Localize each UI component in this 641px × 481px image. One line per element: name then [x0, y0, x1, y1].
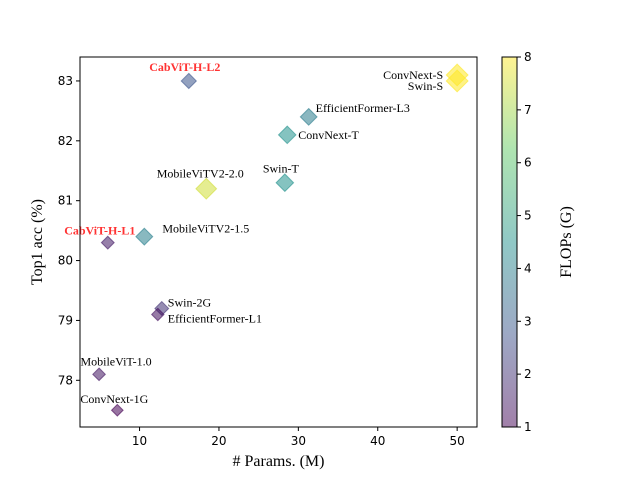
y-tick-label: 80: [58, 254, 73, 268]
y-axis-label: Top1 acc (%): [29, 199, 46, 285]
y-tick-label: 81: [58, 194, 73, 208]
x-tick-label: 40: [370, 434, 385, 448]
data-point: [92, 367, 107, 382]
point-label: MobileViTV2-2.0: [157, 167, 244, 181]
data-point: [135, 227, 154, 246]
x-tick-label: 20: [211, 434, 226, 448]
x-axis-label: # Params. (M): [233, 453, 325, 470]
colorbar-tick-label: 6: [524, 156, 532, 170]
point-label: EfficientFormer-L3: [316, 101, 410, 115]
colorbar-label: FLOPs (G): [558, 206, 575, 278]
colorbar-tick-label: 1: [524, 420, 532, 434]
y-tick-label: 79: [58, 313, 73, 327]
point-label: CabViT-H-L1: [64, 224, 135, 238]
colorbar-tick-label: 2: [524, 367, 532, 381]
y-tick-label: 83: [58, 74, 73, 88]
data-point: [110, 403, 124, 417]
point-label: ConvNext-T: [298, 128, 359, 142]
point-label: Swin-2G: [168, 295, 212, 309]
point-label: ConvNext-1G: [80, 392, 148, 406]
colorbar-tick-label: 7: [524, 103, 532, 117]
data-point: [277, 125, 297, 145]
data-point: [180, 72, 198, 90]
x-tick-label: 30: [291, 434, 306, 448]
y-tick-label: 82: [58, 134, 73, 148]
data-point: [195, 177, 218, 200]
colorbar-tick-label: 5: [524, 209, 532, 223]
colorbar-tick-label: 8: [524, 50, 532, 64]
colorbar-tick-label: 4: [524, 261, 532, 275]
point-label: CabViT-H-L2: [149, 60, 220, 74]
data-point: [150, 307, 165, 322]
point-label: Swin-T: [263, 162, 300, 176]
plot-frame: [79, 56, 478, 428]
data-point: [445, 69, 469, 93]
point-label: Swin-S: [408, 79, 443, 93]
x-tick-label: 10: [132, 434, 147, 448]
data-point: [275, 173, 295, 193]
colorbar-tick-label: 3: [524, 314, 532, 328]
colorbar: [501, 56, 518, 428]
point-label: ConvNext-S: [383, 68, 443, 82]
point-label: MobileViT-1.0: [80, 354, 151, 368]
data-point: [299, 107, 318, 126]
point-label: MobileViTV2-1.5: [162, 222, 249, 236]
data-point: [100, 235, 115, 250]
x-tick-label: 50: [450, 434, 465, 448]
point-label: EfficientFormer-L1: [168, 311, 262, 325]
y-tick-label: 78: [58, 373, 73, 387]
